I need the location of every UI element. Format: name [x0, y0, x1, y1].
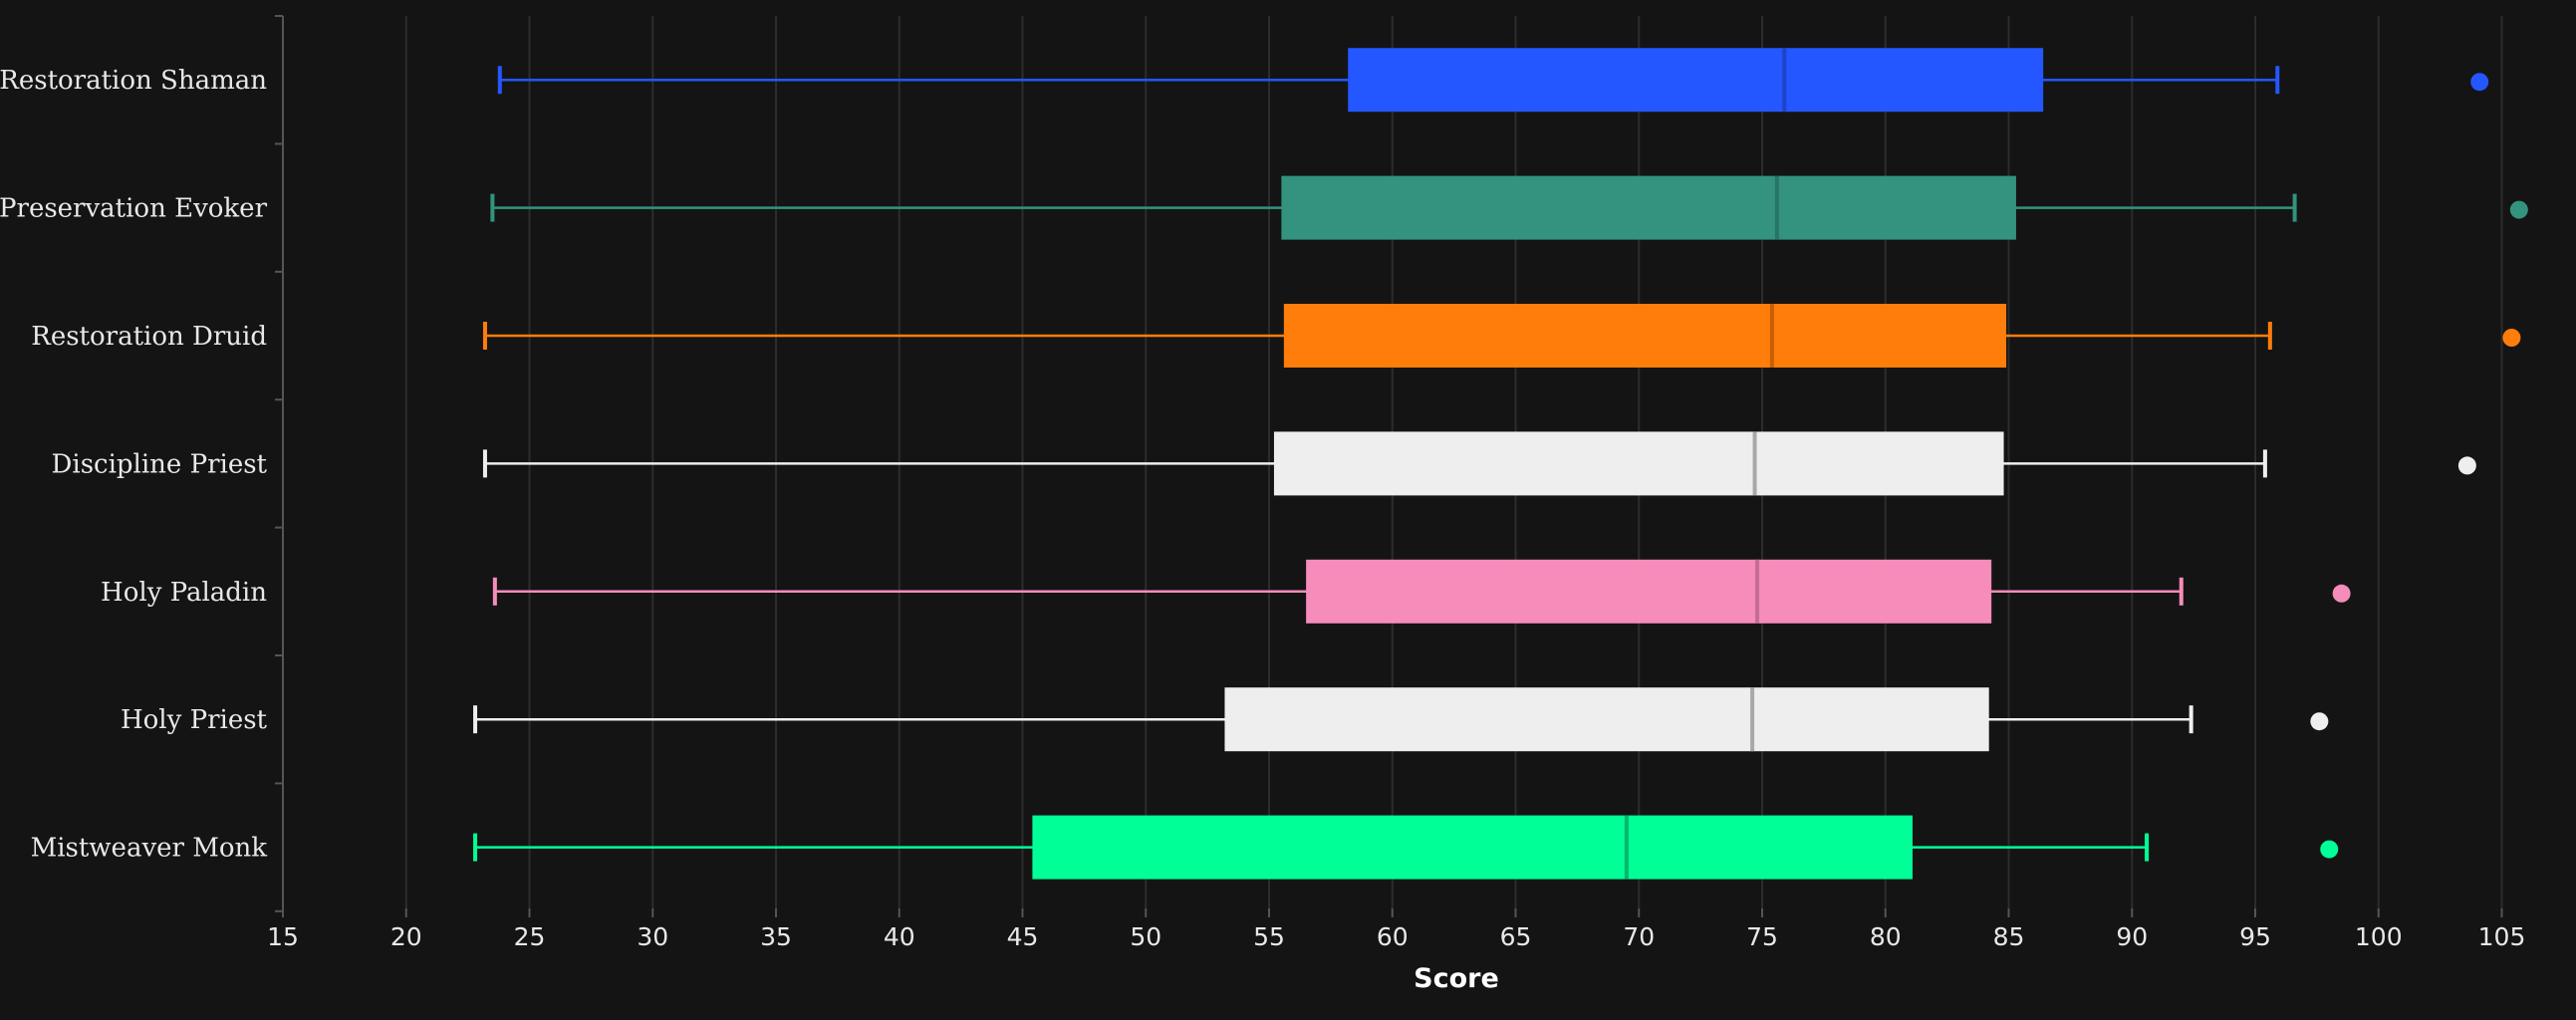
x-tick-label: 70 [1623, 922, 1655, 951]
max-point [2509, 200, 2528, 219]
category-label: Restoration Shaman [0, 66, 267, 96]
category-labels: Restoration Shaman Preservation Evoker Res… [0, 66, 268, 863]
x-tick-label: 15 [267, 922, 299, 951]
x-tick-label: 80 [1870, 922, 1902, 951]
axes: 15 20 25 30 35 40 45 50 55 60 65 70 75 80 85 90 95 100 105 [267, 15, 2526, 951]
category-label: Holy Priest [121, 705, 268, 735]
x-tick-label: 95 [2239, 922, 2271, 951]
box-plot-marks [473, 48, 2528, 880]
x-tick-label: 75 [1746, 922, 1778, 951]
category-label: Restoration Druid [31, 322, 267, 352]
max-point [2502, 329, 2521, 347]
max-point [2320, 840, 2339, 859]
x-tick-label: 55 [1253, 922, 1285, 951]
max-point [2470, 73, 2489, 92]
x-tick-label: 85 [1993, 922, 2025, 951]
box-iqr [1032, 815, 1913, 880]
box-iqr [1273, 431, 2004, 496]
max-point [2332, 584, 2351, 603]
x-tick-label: 60 [1377, 922, 1409, 951]
x-tick-label: 30 [637, 922, 668, 951]
max-point [2310, 712, 2329, 731]
box-iqr [1306, 559, 1992, 624]
x-tick-label: 45 [1007, 922, 1039, 951]
x-tick-label: 20 [390, 922, 422, 951]
x-tick-label: 35 [760, 922, 792, 951]
category-label: Holy Paladin [101, 578, 267, 608]
x-tick-label: 90 [2116, 922, 2148, 951]
category-label: Preservation Evoker [0, 194, 268, 224]
x-tick-label: 25 [514, 922, 546, 951]
x-tick-label: 65 [1500, 922, 1532, 951]
x-axis-title: Score [1414, 963, 1499, 994]
category-label: Mistweaver Monk [31, 834, 268, 864]
x-tick-label: 40 [884, 922, 915, 951]
box-iqr [1224, 687, 1989, 752]
x-tick-label: 100 [2355, 922, 2403, 951]
box-iqr [1283, 304, 2007, 368]
box-iqr [1348, 48, 2044, 113]
x-tick-label: 50 [1130, 922, 1161, 951]
category-label: Discipline Priest [52, 449, 268, 479]
max-point [2457, 456, 2476, 475]
box-iqr [1281, 175, 2016, 240]
x-tick-label: 105 [2478, 922, 2526, 951]
